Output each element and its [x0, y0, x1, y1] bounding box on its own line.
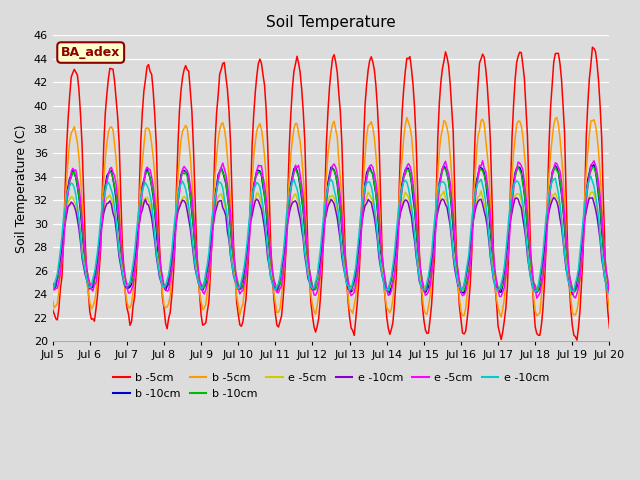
Legend: b -5cm, b -10cm, b -5cm, b -10cm, e -5cm, e -10cm, e -5cm, e -10cm: b -5cm, b -10cm, b -5cm, b -10cm, e -5cm… — [108, 369, 554, 403]
Text: BA_adex: BA_adex — [61, 46, 120, 59]
Y-axis label: Soil Temperature (C): Soil Temperature (C) — [15, 124, 28, 252]
Title: Soil Temperature: Soil Temperature — [266, 15, 396, 30]
